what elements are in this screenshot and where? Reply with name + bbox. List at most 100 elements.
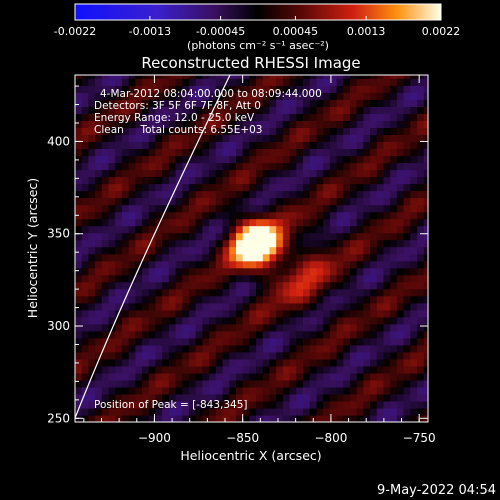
heatmap-cell (95, 197, 103, 206)
heatmap-cell (229, 379, 237, 388)
heatmap-cell (396, 344, 405, 353)
heatmap-cell (209, 113, 217, 121)
heatmap-cell (195, 204, 203, 213)
heatmap-cell (88, 232, 96, 241)
heatmap-cell (242, 351, 250, 360)
heatmap-cell (222, 183, 230, 192)
heatmap-cell (269, 92, 277, 100)
heatmap-cell (121, 204, 130, 213)
heatmap-cell (215, 281, 224, 290)
heatmap-cell (142, 260, 150, 269)
heatmap-cell (189, 92, 197, 100)
heatmap-cell (370, 260, 378, 269)
heatmap-cell (162, 246, 170, 255)
heatmap-cell (396, 351, 405, 360)
heatmap-cell (189, 239, 197, 248)
heatmap-cell (81, 316, 89, 325)
heatmap-cell (215, 75, 224, 79)
heatmap-cell (189, 415, 197, 422)
heatmap-cell (323, 351, 331, 360)
heatmap-cell (417, 204, 425, 213)
heatmap-cell (329, 211, 338, 220)
heatmap-cell (95, 267, 103, 276)
heatmap-cell (236, 260, 244, 269)
heatmap-cell (356, 92, 364, 100)
heatmap-cell (249, 337, 257, 346)
heatmap-cell (121, 127, 130, 135)
heatmap-cell (101, 316, 110, 325)
heatmap-cell (276, 75, 284, 79)
heatmap-cell (236, 365, 244, 374)
heatmap-cell (155, 415, 163, 422)
heatmap-cell (229, 267, 237, 276)
heatmap-cell (376, 253, 385, 262)
heatmap-cell (135, 379, 143, 388)
heatmap-cell (95, 218, 103, 227)
heatmap-cell (329, 288, 338, 297)
heatmap-cell (75, 323, 83, 332)
heatmap-cell (108, 169, 116, 178)
heatmap-cell (155, 106, 163, 114)
heatmap-cell (242, 253, 250, 262)
heatmap-cell (370, 415, 378, 422)
heatmap-cell (128, 75, 136, 79)
heatmap-cell (121, 106, 130, 114)
heatmap-cell (142, 148, 150, 157)
heatmap-cell (256, 232, 264, 241)
heatmap-cell (135, 78, 143, 86)
heatmap-cell (229, 127, 237, 135)
heatmap-cell (262, 330, 271, 339)
heatmap-cell (209, 323, 217, 332)
heatmap-cell (209, 351, 217, 360)
heatmap-cell (262, 281, 271, 290)
heatmap-cell (215, 365, 224, 374)
heatmap-cell (403, 197, 411, 206)
heatmap-cell (309, 204, 317, 213)
heatmap-cell (128, 218, 136, 227)
heatmap-cell (417, 225, 425, 234)
heatmap-cell (309, 379, 317, 388)
heatmap-cell (182, 134, 190, 142)
heatmap-cell (376, 415, 385, 422)
heatmap-cell (142, 358, 150, 367)
heatmap-cell (128, 197, 136, 206)
heatmap-cell (417, 260, 425, 269)
heatmap-cell (329, 113, 338, 121)
x-tick-label: −750 (403, 431, 436, 445)
heatmap-cell (195, 337, 203, 346)
heatmap-cell (88, 401, 96, 409)
heatmap-cell (202, 288, 210, 297)
heatmap-cell (309, 99, 317, 107)
heatmap-cell (276, 358, 284, 367)
heatmap-cell (142, 386, 150, 395)
heatmap-cell (108, 92, 116, 100)
heatmap-cell (262, 260, 271, 269)
heatmap-cell (242, 183, 250, 192)
heatmap-cell (189, 211, 197, 220)
heatmap-cell (269, 393, 277, 402)
heatmap-cell (282, 267, 291, 276)
heatmap-cell (309, 75, 317, 79)
heatmap-cell (423, 134, 428, 142)
heatmap-cell (242, 113, 250, 121)
heatmap-cell (417, 211, 425, 220)
heatmap-cell (182, 372, 190, 381)
heatmap-cell (236, 358, 244, 367)
heatmap-cell (148, 127, 157, 135)
heatmap-cell (229, 365, 237, 374)
heatmap-cell (356, 316, 364, 325)
heatmap-cell (115, 169, 123, 178)
heatmap-cell (336, 379, 344, 388)
heatmap-cell (282, 78, 291, 86)
heatmap-cell (276, 225, 284, 234)
heatmap-cell (148, 120, 157, 128)
heatmap-cell (115, 232, 123, 241)
heatmap-cell (350, 190, 358, 199)
heatmap-cell (336, 295, 344, 304)
heatmap-cell (101, 281, 110, 290)
heatmap-cell (88, 148, 96, 157)
heatmap-cell (242, 155, 250, 164)
heatmap-cell (115, 218, 123, 227)
heatmap-cell (101, 330, 110, 339)
heatmap-cell (383, 415, 391, 422)
